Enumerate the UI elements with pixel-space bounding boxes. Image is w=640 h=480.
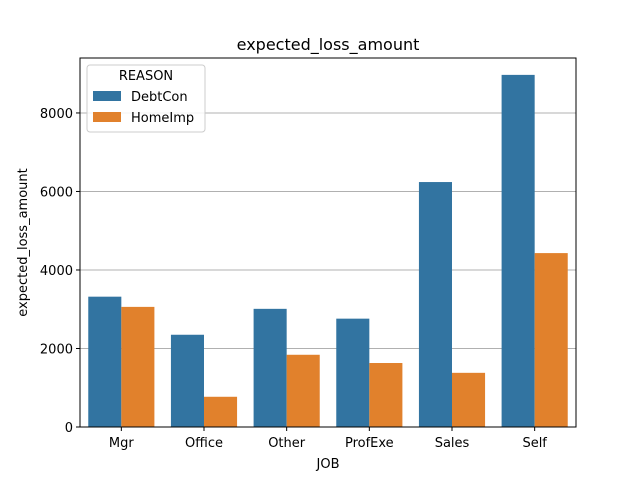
x-tick-label: Self — [522, 436, 547, 451]
x-tick-label: Other — [268, 436, 306, 451]
x-tick-label: Mgr — [109, 436, 134, 451]
x-axis-ticks: Mgr Office Other ProfExe Sales Self — [109, 427, 547, 451]
legend-swatch-debtcon — [93, 91, 121, 101]
y-axis-label: expected_loss_amount — [16, 168, 31, 316]
x-tick-label: ProfExe — [345, 436, 394, 451]
bar-homeimp-profexe — [369, 363, 403, 427]
bar-debtcon-self — [501, 74, 535, 427]
y-tick-label: 2000 — [40, 342, 73, 357]
y-tick-label: 4000 — [40, 264, 73, 279]
bar-debtcon-sales — [418, 182, 452, 427]
plot-frame — [79, 57, 577, 428]
bar-debtcon-mgr — [88, 296, 122, 427]
bar-homeimp-sales — [452, 372, 486, 427]
legend-swatch-homeimp — [93, 112, 121, 122]
x-tick-label: Office — [185, 436, 223, 451]
legend-label-debtcon: DebtCon — [131, 90, 188, 105]
x-axis-label: JOB — [316, 457, 340, 472]
y-tick-label: 0 — [65, 421, 73, 436]
bar-homeimp-other — [286, 354, 320, 427]
bar-debtcon-office — [170, 334, 204, 427]
legend-title: REASON — [119, 69, 173, 84]
bar-homeimp-self — [534, 253, 568, 427]
legend-label-homeimp: HomeImp — [131, 111, 194, 126]
x-tick-label: Sales — [435, 436, 470, 451]
bar-debtcon-other — [253, 308, 287, 427]
y-tick-label: 6000 — [40, 185, 73, 200]
bars — [88, 74, 568, 427]
legend: REASON DebtCon HomeImp — [86, 64, 206, 133]
bar-homeimp-office — [204, 396, 238, 427]
bar-homeimp-mgr — [121, 306, 155, 427]
chart-title: expected_loss_amount — [237, 35, 420, 55]
bar-debtcon-profexe — [336, 318, 370, 427]
y-axis-ticks: 0 2000 4000 6000 8000 — [40, 107, 80, 436]
y-tick-label: 8000 — [40, 107, 73, 122]
